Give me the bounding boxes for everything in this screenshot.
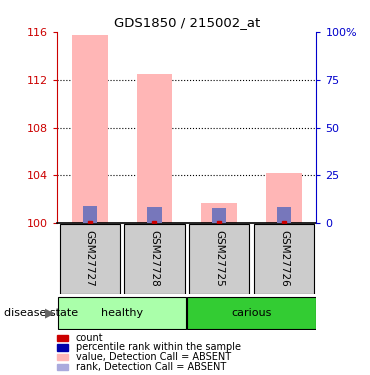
Text: count: count xyxy=(76,333,104,343)
FancyBboxPatch shape xyxy=(189,224,249,294)
Text: carious: carious xyxy=(231,308,272,318)
Bar xyxy=(266,173,302,223)
FancyBboxPatch shape xyxy=(58,297,186,328)
Text: rank, Detection Call = ABSENT: rank, Detection Call = ABSENT xyxy=(76,362,226,372)
Text: healthy: healthy xyxy=(101,308,143,318)
FancyBboxPatch shape xyxy=(188,297,316,328)
Bar xyxy=(212,208,226,223)
FancyBboxPatch shape xyxy=(254,224,314,294)
Text: disease state: disease state xyxy=(4,308,78,318)
Text: GSM27728: GSM27728 xyxy=(149,230,159,287)
FancyBboxPatch shape xyxy=(60,224,120,294)
Title: GDS1850 / 215002_at: GDS1850 / 215002_at xyxy=(114,16,260,29)
Bar xyxy=(72,36,108,223)
Text: ▶: ▶ xyxy=(45,306,55,319)
FancyBboxPatch shape xyxy=(124,224,185,294)
Text: GSM27725: GSM27725 xyxy=(214,230,224,287)
Text: percentile rank within the sample: percentile rank within the sample xyxy=(76,342,241,352)
Bar xyxy=(147,207,162,223)
Bar xyxy=(201,203,237,223)
Text: GSM27726: GSM27726 xyxy=(279,230,289,287)
Bar xyxy=(137,74,172,223)
Bar xyxy=(83,206,97,223)
Text: GSM27727: GSM27727 xyxy=(85,230,95,287)
Bar xyxy=(277,207,291,223)
Text: value, Detection Call = ABSENT: value, Detection Call = ABSENT xyxy=(76,352,231,362)
